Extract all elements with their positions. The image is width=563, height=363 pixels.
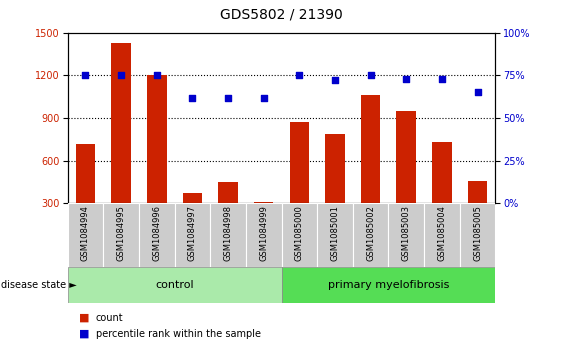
Bar: [218, 182, 238, 246]
Point: [402, 76, 411, 82]
Text: ■: ■: [79, 313, 90, 323]
Text: GSM1085003: GSM1085003: [402, 205, 411, 261]
Point: [152, 72, 161, 78]
Text: percentile rank within the sample: percentile rank within the sample: [96, 329, 261, 339]
Bar: [210, 203, 246, 267]
Bar: [139, 203, 175, 267]
Text: GSM1084997: GSM1084997: [188, 205, 197, 261]
Text: count: count: [96, 313, 123, 323]
Text: GSM1084995: GSM1084995: [117, 205, 126, 261]
Bar: [289, 122, 309, 246]
Bar: [325, 134, 345, 246]
Bar: [282, 203, 317, 267]
Text: control: control: [155, 280, 194, 290]
Bar: [254, 202, 274, 246]
Bar: [388, 203, 424, 267]
Bar: [424, 203, 460, 267]
Point: [259, 95, 268, 101]
Point: [117, 72, 126, 78]
Bar: [396, 111, 416, 246]
Text: GDS5802 / 21390: GDS5802 / 21390: [220, 8, 343, 22]
Text: GSM1085002: GSM1085002: [366, 205, 375, 261]
Text: disease state ►: disease state ►: [1, 280, 77, 290]
Point: [81, 72, 90, 78]
Point: [224, 95, 233, 101]
Bar: [175, 203, 210, 267]
Bar: [282, 267, 495, 303]
Bar: [432, 142, 452, 246]
Bar: [246, 203, 282, 267]
Text: GSM1084996: GSM1084996: [152, 205, 161, 261]
Bar: [147, 75, 167, 246]
Text: GSM1084994: GSM1084994: [81, 205, 90, 261]
Point: [295, 72, 304, 78]
Bar: [68, 267, 282, 303]
Text: GSM1085001: GSM1085001: [330, 205, 339, 261]
Point: [473, 90, 482, 95]
Text: GSM1085000: GSM1085000: [295, 205, 304, 261]
Text: primary myelofibrosis: primary myelofibrosis: [328, 280, 449, 290]
Bar: [111, 42, 131, 246]
Bar: [317, 203, 353, 267]
Bar: [68, 203, 103, 267]
Text: GSM1085004: GSM1085004: [437, 205, 446, 261]
Point: [366, 72, 375, 78]
Text: ■: ■: [79, 329, 90, 339]
Point: [437, 76, 446, 82]
Text: GSM1084998: GSM1084998: [224, 205, 233, 261]
Text: GSM1085005: GSM1085005: [473, 205, 482, 261]
Bar: [75, 144, 95, 246]
Bar: [468, 180, 488, 246]
Bar: [353, 203, 388, 267]
Bar: [460, 203, 495, 267]
Bar: [103, 203, 139, 267]
Point: [188, 95, 197, 101]
Bar: [182, 193, 202, 246]
Point: [330, 78, 339, 83]
Bar: [361, 95, 381, 246]
Text: GSM1084999: GSM1084999: [259, 205, 268, 261]
